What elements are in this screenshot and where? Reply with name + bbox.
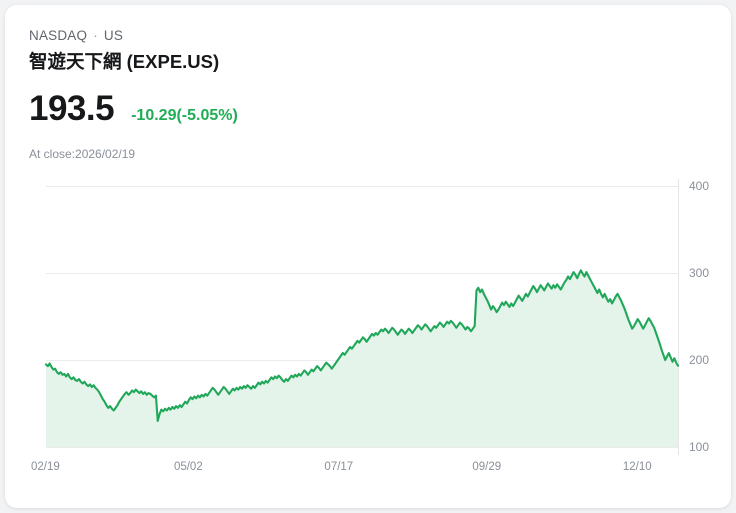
price-summary: 193.5 -10.29(-5.05%)	[29, 89, 238, 129]
x-axis-labels: 02/19 05/02 07/17 09/29 12/10	[31, 461, 652, 473]
region-name: US	[103, 28, 124, 43]
price-history-chart[interactable]: 100 200 300 400 02/19 05/02 07/17 09/29 12/10	[5, 165, 731, 485]
market-status-note: At close:2026/02/19	[29, 147, 136, 161]
y-axis-labels: 100 200 300 400	[689, 179, 709, 454]
x-tick-label: 02/19	[31, 461, 60, 473]
x-tick-label: 09/29	[472, 461, 501, 473]
x-tick-label: 05/02	[174, 461, 203, 473]
stock-quote-card: NASDAQ · US 智遊天下網 (EXPE.US) 193.5 -10.29(-…	[5, 5, 731, 508]
chart-canvas[interactable]: 100 200 300 400 02/19 05/02 07/17 09/29 12/10	[5, 165, 731, 485]
y-tick-label: 300	[689, 266, 709, 280]
exchange-separator: ·	[93, 28, 98, 43]
x-tick-label: 07/17	[324, 461, 353, 473]
page-title: 智遊天下網 (EXPE.US)	[29, 51, 220, 72]
price-line	[44, 269, 680, 422]
y-tick-label: 200	[689, 353, 709, 367]
y-tick-label: 100	[689, 440, 709, 454]
price-change: -10.29(-5.05%)	[131, 107, 238, 124]
exchange-name: NASDAQ	[29, 28, 88, 43]
x-tick-label: 12/10	[623, 461, 652, 473]
y-tick-label: 400	[689, 179, 709, 193]
exchange-region-row: NASDAQ · US	[29, 28, 123, 44]
last-price: 193.5	[29, 89, 115, 128]
price-area-fill	[46, 270, 678, 447]
